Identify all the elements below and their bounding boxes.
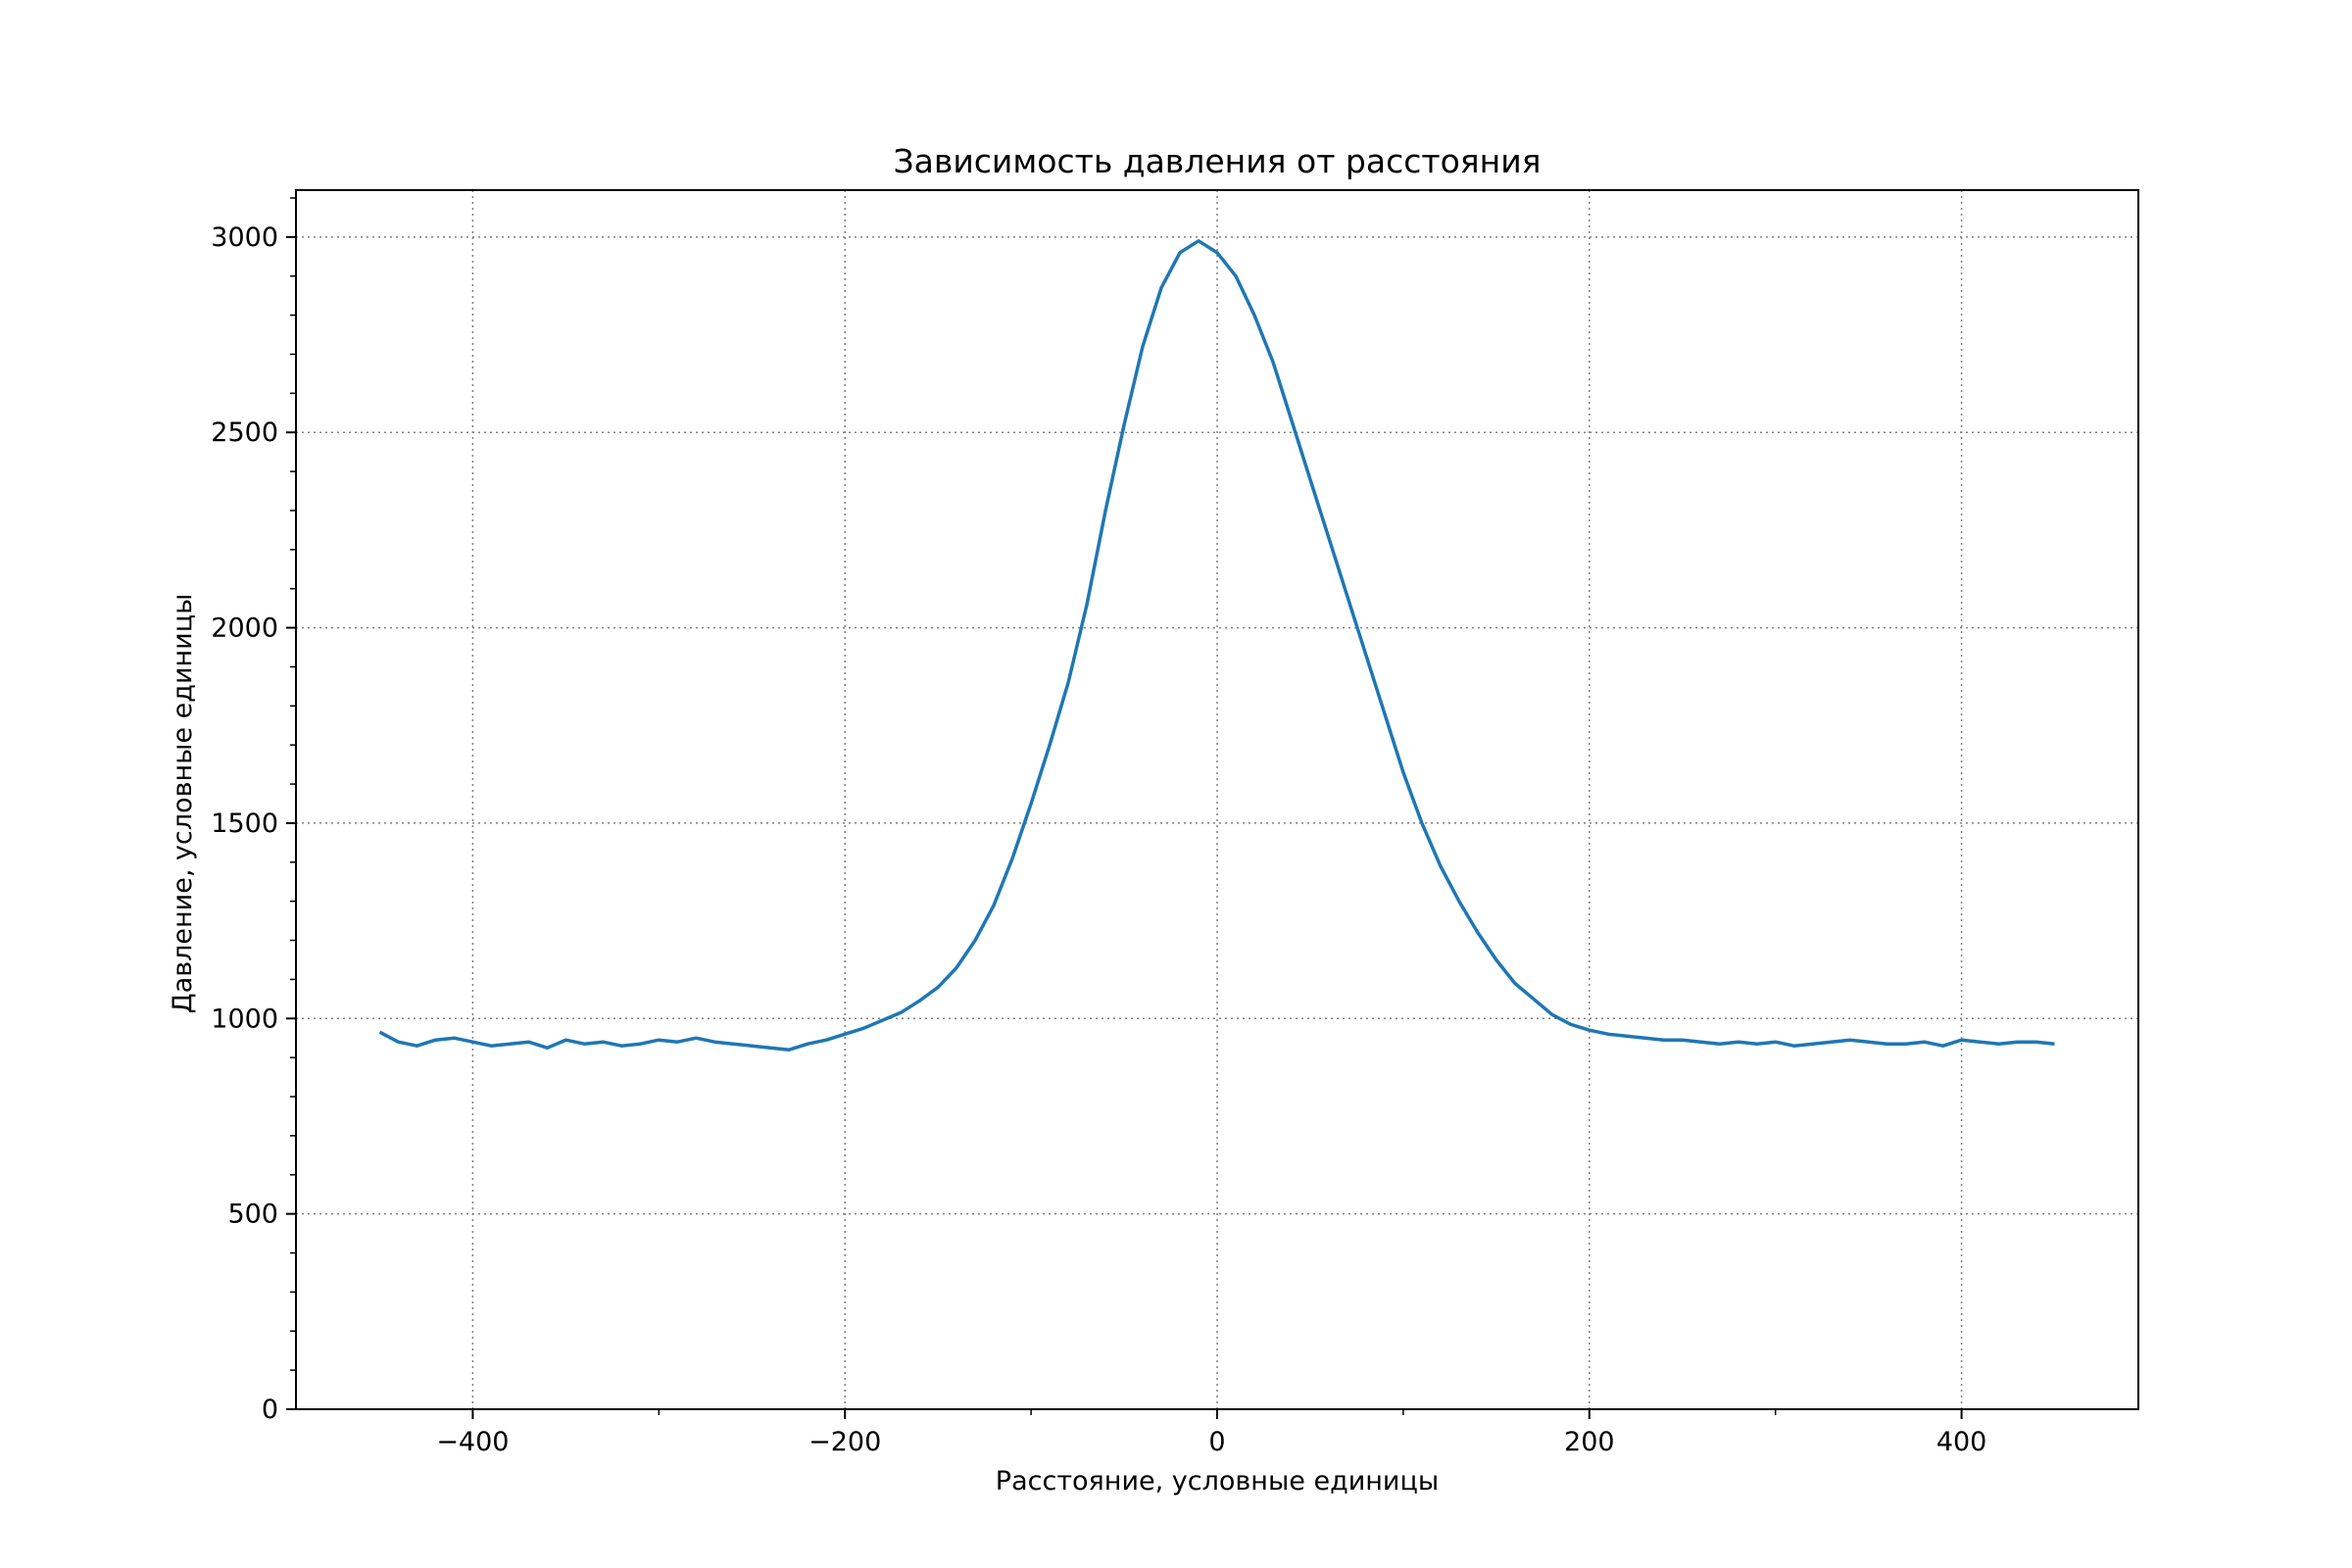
- x-axis-label: Расстояние, условные единицы: [996, 1466, 1439, 1496]
- axis-ticks: [286, 197, 1963, 1419]
- y-tick-label: 2000: [211, 613, 278, 644]
- series-group: [378, 239, 2055, 1052]
- x-tick-label: 0: [1208, 1427, 1225, 1457]
- series-line: [378, 239, 2055, 1052]
- y-tick-label: 1500: [211, 808, 278, 839]
- y-tick-label: 500: [227, 1200, 278, 1230]
- x-tick-label: −200: [808, 1427, 881, 1457]
- y-axis-label: Давление, условные единицы: [168, 594, 198, 1014]
- x-tick-label: −400: [436, 1427, 509, 1457]
- x-tick-label: 400: [1936, 1427, 1987, 1457]
- y-tick-label: 2500: [211, 417, 278, 448]
- y-tick-label: 0: [262, 1395, 278, 1425]
- y-tick-label: 1000: [211, 1004, 278, 1034]
- grid: [296, 190, 2138, 1410]
- x-tick-label: 200: [1564, 1427, 1615, 1457]
- tick-labels: −400 −200 0 200 400 0 500 1000 1500 2000 2500 3000: [211, 222, 1986, 1457]
- chart-title: Зависимость давления от расстояния: [894, 142, 1542, 180]
- y-tick-label: 3000: [211, 222, 278, 253]
